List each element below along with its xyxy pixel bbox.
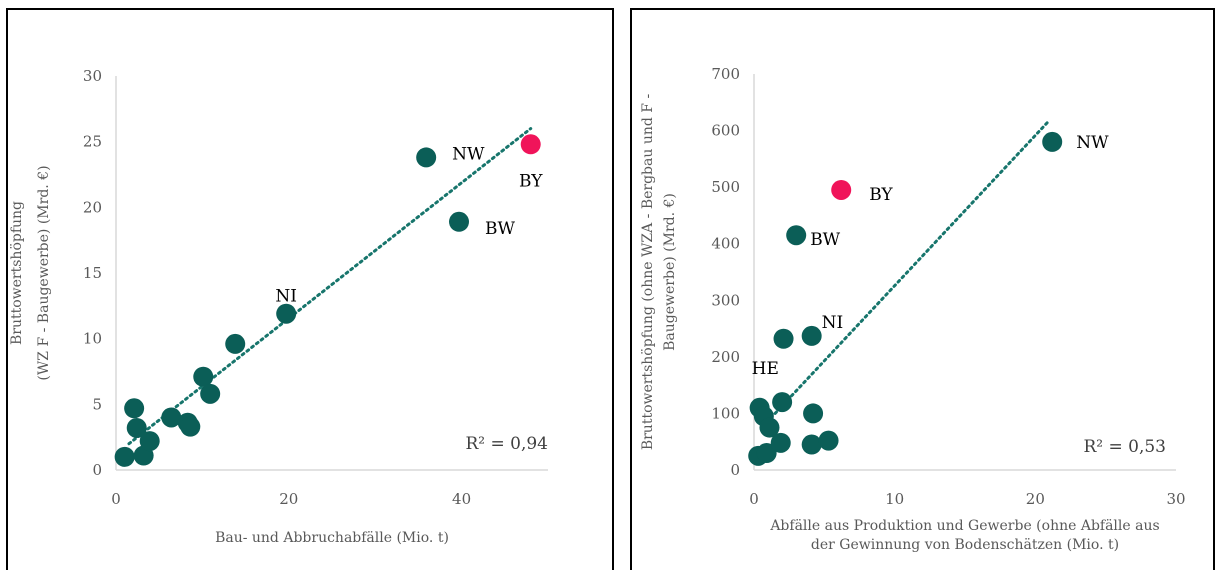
y-tick-label: 30 (83, 67, 102, 85)
y-tick-label: 20 (83, 198, 102, 216)
data-point (772, 392, 793, 413)
data-point (124, 398, 145, 419)
data-point (225, 333, 246, 354)
x-axis-title: der Gewinnung von Bodenschätzen (Mio. t) (811, 537, 1119, 553)
data-point (759, 417, 780, 438)
data-point (114, 446, 135, 467)
y-axis-title: Bruttowertshöpfung (ohne WZA - Bergbau u… (640, 94, 656, 451)
trendline (773, 118, 1051, 415)
y-tick-label: 500 (711, 178, 740, 196)
y-tick-label: 0 (730, 461, 740, 479)
data-point (756, 443, 777, 464)
r-squared-annotation: R² = 0,94 (465, 434, 548, 454)
data-point (180, 416, 201, 437)
chart-left: 0 5 10 15 20 25 30 0 20 40 NI NW BW BY R² = 0,94 Bau- u… (9, 67, 548, 546)
x-axis-title: Bau- und Abbruchabfälle (Mio. t) (215, 530, 449, 546)
x-tick-label: 30 (1166, 490, 1185, 508)
point-label: NW (452, 144, 485, 164)
data-point (276, 303, 297, 324)
data-point (770, 432, 791, 453)
x-tick-label: 10 (885, 490, 904, 508)
y-tick-label: 5 (92, 395, 102, 413)
x-tick-label: 0 (749, 490, 759, 508)
data-point (139, 431, 160, 452)
chart-panel-left: 0 5 10 15 20 25 30 0 20 40 NI NW BW BY R² = 0,94 Bau- u… (6, 8, 614, 570)
y-axis-title: Bruttowertshöpfung (9, 201, 25, 345)
highlight-point (520, 134, 541, 155)
x-tick-label: 0 (111, 490, 121, 508)
y-tick-label: 600 (711, 122, 740, 140)
point-label: BY (869, 185, 893, 205)
r-squared-annotation: R² = 0,53 (1083, 437, 1166, 457)
x-tick-label: 20 (279, 490, 298, 508)
y-tick-label: 10 (83, 330, 102, 348)
y-tick-label: 300 (711, 291, 740, 309)
point-label: NI (275, 287, 297, 307)
point-label: BY (519, 171, 543, 191)
data-point (200, 383, 221, 404)
data-point (803, 403, 824, 424)
y-tick-label: 0 (92, 461, 102, 479)
point-label: BW (810, 230, 840, 250)
y-tick-label: 200 (711, 348, 740, 366)
y-tick-label: 700 (711, 65, 740, 83)
y-axis-title: (WZ F - Baugewerbe) (Mrd. €) (36, 165, 52, 380)
y-tick-label: 25 (83, 133, 102, 151)
point-label: BW (485, 219, 515, 239)
point-label: HE (752, 359, 779, 379)
data-point (773, 328, 794, 349)
data-point (1042, 131, 1063, 152)
y-tick-label: 100 (711, 404, 740, 422)
x-tick-label: 40 (452, 490, 471, 508)
data-point (193, 366, 214, 387)
y-tick-label: 400 (711, 235, 740, 253)
data-point (416, 147, 437, 168)
x-axis-title: Abfälle aus Produktion und Gewerbe (ohne… (769, 518, 1159, 534)
chart-panel-right: 0 100 200 300 400 500 600 700 0 10 20 30 HE BW NI BY NW R… (630, 8, 1215, 570)
point-label: NI (822, 313, 844, 333)
data-point (818, 430, 839, 451)
trendline (127, 127, 533, 446)
data-point (449, 211, 470, 232)
data-point (126, 417, 147, 438)
y-tick-label: 15 (83, 264, 102, 282)
highlight-point (831, 179, 852, 200)
y-axis-title: Baugewerbe) (Mrd. €) (662, 193, 678, 351)
x-tick-label: 20 (1026, 490, 1045, 508)
data-point (161, 407, 182, 428)
data-point (786, 225, 807, 246)
data-point (801, 325, 822, 346)
data-point (801, 434, 822, 455)
chart-right: 0 100 200 300 400 500 600 700 0 10 20 30 HE BW NI BY NW R… (640, 65, 1186, 553)
point-label: NW (1076, 133, 1109, 153)
